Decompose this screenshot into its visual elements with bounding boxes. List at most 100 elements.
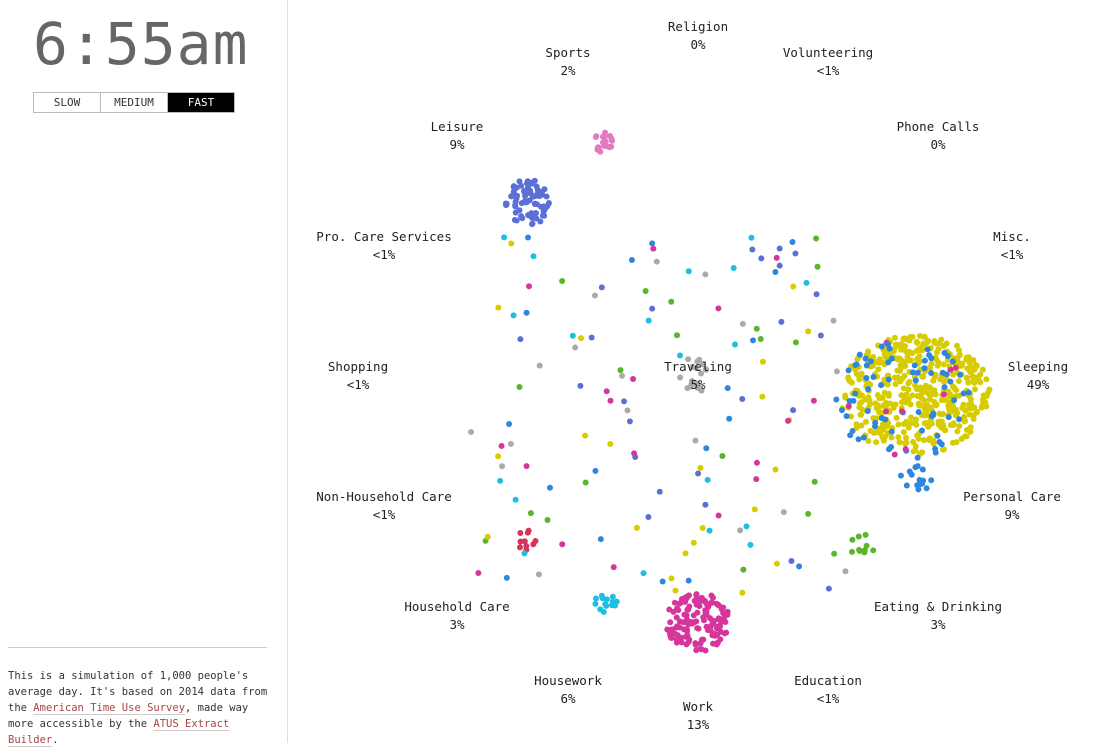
person-dot — [833, 396, 840, 403]
person-dot — [915, 435, 922, 442]
person-dot — [737, 527, 744, 534]
person-dot — [971, 386, 978, 393]
person-dot — [703, 623, 710, 630]
person-dot — [906, 349, 913, 356]
person-dot — [930, 410, 937, 417]
person-dot — [986, 386, 993, 393]
person-dot — [510, 312, 517, 319]
person-dot — [673, 636, 680, 643]
person-dot — [688, 619, 695, 626]
person-dot — [682, 598, 689, 605]
person-dot — [856, 376, 863, 383]
person-dot — [692, 437, 699, 444]
person-dot — [776, 245, 783, 252]
person-dot — [753, 476, 760, 483]
person-dot — [591, 292, 598, 299]
person-dot — [833, 368, 840, 375]
activity-label: Household Care — [404, 599, 509, 614]
person-dot — [533, 201, 540, 208]
person-dot — [878, 415, 885, 422]
person-dot — [792, 250, 799, 257]
person-dot — [970, 357, 977, 364]
person-dot — [938, 441, 945, 448]
speed-button[interactable]: SLOW — [53, 96, 81, 109]
person-dot — [920, 437, 927, 444]
activity-label: Work — [683, 699, 714, 714]
person-dot — [607, 133, 614, 140]
person-dot — [960, 390, 967, 397]
person-dot — [598, 592, 605, 599]
person-dot — [805, 328, 812, 335]
person-dot — [901, 335, 908, 342]
person-dot — [676, 600, 683, 607]
person-dot — [516, 544, 523, 551]
person-dot — [892, 341, 899, 348]
person-dot — [931, 373, 938, 380]
person-dot — [898, 346, 905, 353]
person-dot — [711, 630, 718, 637]
person-dot — [898, 408, 905, 415]
activity-label: Religion — [668, 19, 728, 34]
person-dot — [773, 560, 780, 567]
person-dot — [790, 283, 797, 290]
person-dot — [935, 359, 942, 366]
person-dot — [707, 627, 714, 634]
person-dot — [979, 366, 986, 373]
footer-link[interactable]: American Time Use Survey — [33, 702, 186, 715]
person-dot — [630, 376, 637, 383]
person-dot — [645, 513, 652, 520]
footer-text: , made way more accessible by the — [8, 702, 249, 730]
person-dot — [949, 439, 956, 446]
person-dot — [813, 235, 820, 242]
person-dot — [951, 397, 958, 404]
person-dot — [941, 384, 948, 391]
person-dot — [743, 523, 750, 530]
person-dot — [882, 433, 889, 440]
person-dot — [717, 636, 724, 643]
person-dot — [983, 376, 990, 383]
person-dot — [731, 341, 738, 348]
activity-label: Personal Care — [963, 489, 1061, 504]
activity-share: 0% — [690, 37, 706, 52]
person-dot — [911, 362, 918, 369]
speed-button[interactable]: MEDIUM — [100, 93, 167, 112]
person-dot — [865, 437, 872, 444]
person-dot — [628, 256, 635, 263]
person-dot — [673, 332, 680, 339]
person-dot — [697, 640, 704, 647]
person-dot — [865, 386, 872, 393]
activity-share: 0% — [930, 137, 946, 152]
person-dot — [719, 453, 726, 460]
person-dot — [703, 445, 710, 452]
person-dot — [944, 352, 951, 359]
person-dot — [870, 373, 877, 380]
speed-button[interactable]: FAST — [167, 93, 234, 112]
person-dot — [926, 352, 933, 359]
person-dot — [720, 615, 727, 622]
person-dot — [920, 340, 927, 347]
activity-label: Pro. Care Services — [316, 229, 451, 244]
person-dot — [953, 387, 960, 394]
person-dot — [640, 570, 647, 577]
person-dot — [694, 625, 701, 632]
person-dot — [958, 362, 965, 369]
person-dot — [507, 440, 514, 447]
activity-label: Education — [794, 673, 862, 688]
person-dot — [811, 478, 818, 485]
person-dot — [529, 180, 536, 187]
person-dot — [965, 379, 972, 386]
activity-share: <1% — [1001, 247, 1024, 262]
activity-share: <1% — [373, 247, 396, 262]
person-dot — [936, 340, 943, 347]
person-dot — [943, 371, 950, 378]
activity-share: 3% — [449, 617, 465, 632]
person-dot — [656, 488, 663, 495]
person-dot — [896, 355, 903, 362]
person-dot — [908, 414, 915, 421]
person-dot — [709, 617, 716, 624]
person-dot — [593, 133, 600, 140]
person-dot — [856, 546, 863, 553]
person-dot — [805, 510, 812, 517]
person-dot — [633, 524, 640, 531]
